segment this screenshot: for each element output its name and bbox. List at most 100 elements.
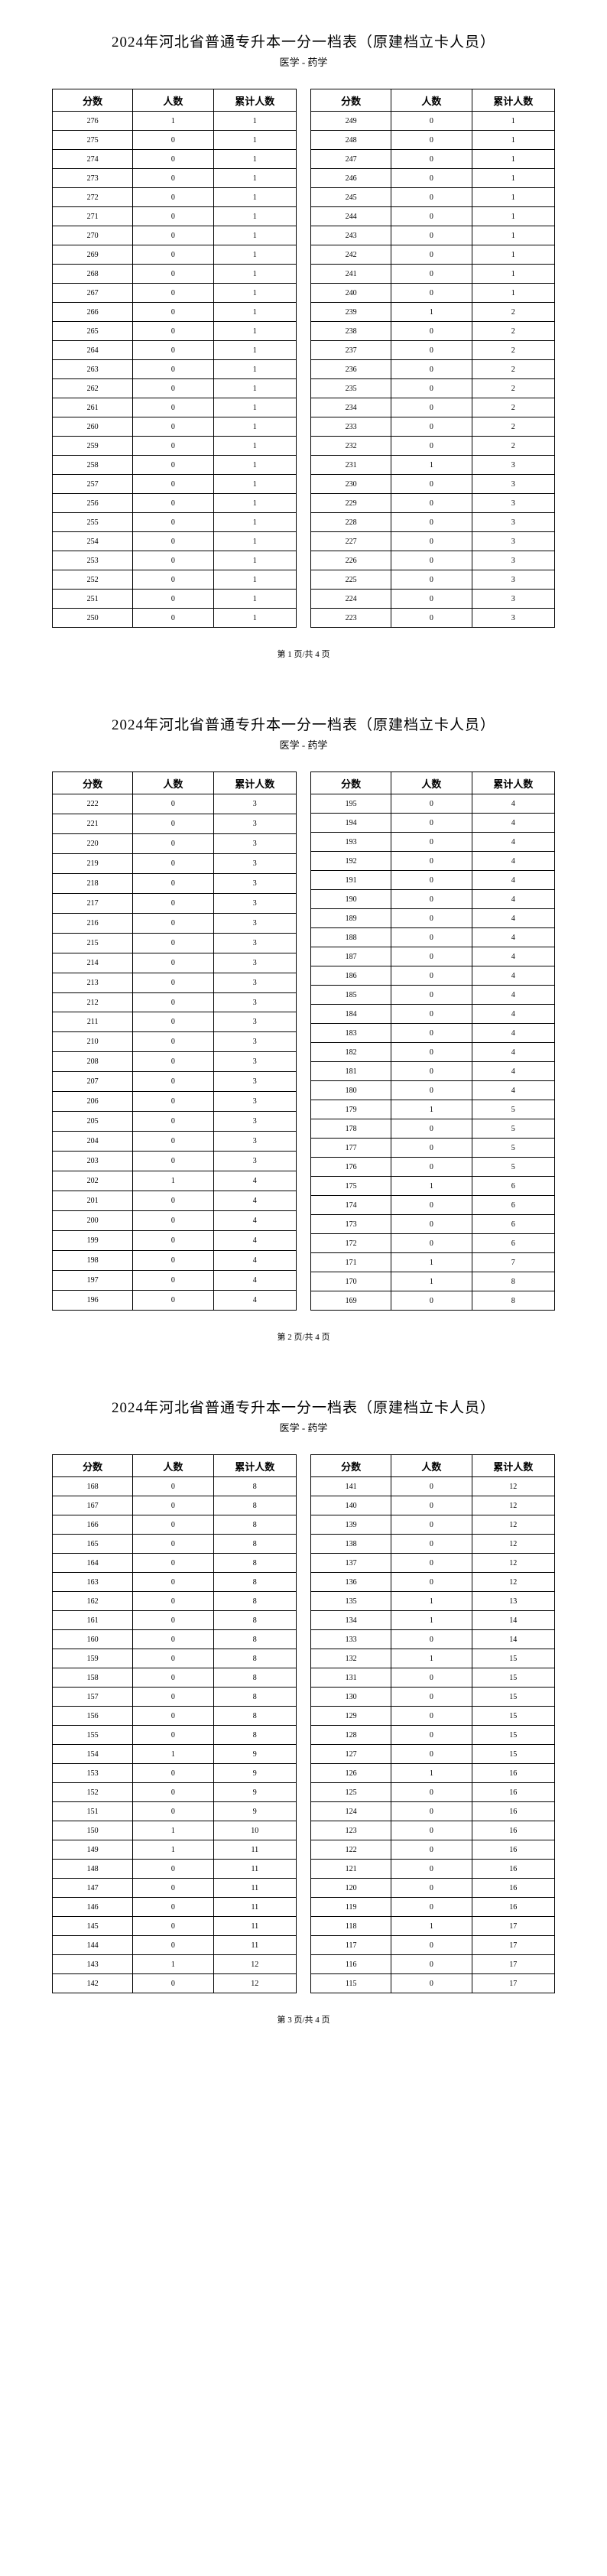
table-cell: 1 [213, 551, 296, 570]
table-cell: 215 [53, 933, 133, 953]
column-header: 累计人数 [472, 772, 554, 794]
table-cell: 166 [53, 1515, 133, 1535]
table-cell: 0 [133, 1668, 213, 1688]
table-cell: 163 [53, 1573, 133, 1592]
table-row: 18204 [311, 1043, 555, 1062]
table-cell: 258 [53, 456, 133, 475]
table-cell: 0 [133, 1012, 213, 1032]
table-cell: 1 [213, 475, 296, 494]
table-cell: 0 [391, 1955, 472, 1974]
table-cell: 185 [311, 986, 391, 1005]
table-cell: 6 [472, 1177, 554, 1196]
table-cell: 1 [133, 1745, 213, 1764]
page: 2024年河北省普通专升本一分一档表（原建档立卡人员）医学 - 药学分数人数累计… [0, 1366, 607, 2048]
table-cell: 1 [391, 303, 472, 322]
table-cell: 141 [311, 1477, 391, 1496]
table-cell: 0 [133, 456, 213, 475]
table-cell: 220 [53, 833, 133, 853]
table-cell: 8 [213, 1592, 296, 1611]
table-cell: 197 [53, 1270, 133, 1290]
column-header: 人数 [391, 1455, 472, 1477]
table-cell: 216 [53, 913, 133, 933]
table-cell: 1 [213, 609, 296, 628]
table-cell: 0 [133, 992, 213, 1012]
table-row: 17406 [311, 1196, 555, 1215]
table-cell: 208 [53, 1052, 133, 1072]
table-cell: 1 [213, 112, 296, 131]
table-row: 145011 [53, 1917, 297, 1936]
table-row: 20803 [53, 1052, 297, 1072]
table-row: 23602 [311, 360, 555, 379]
table-cell: 3 [213, 953, 296, 973]
table-row: 25301 [53, 551, 297, 570]
table-cell: 1 [213, 303, 296, 322]
table-cell: 11 [213, 1917, 296, 1936]
table-cell: 0 [133, 188, 213, 207]
table-cell: 15 [472, 1726, 554, 1745]
table-cell: 115 [311, 1974, 391, 1993]
table-row: 20703 [53, 1072, 297, 1092]
table-cell: 0 [391, 1234, 472, 1253]
table-row: 19904 [53, 1230, 297, 1250]
table-row: 15508 [53, 1726, 297, 1745]
column-header: 累计人数 [472, 89, 554, 112]
table-cell: 243 [311, 226, 391, 245]
table-cell: 3 [472, 494, 554, 513]
table-cell: 231 [311, 456, 391, 475]
table-cell: 1 [213, 265, 296, 284]
table-cell: 0 [133, 973, 213, 992]
table-cell: 11 [213, 1840, 296, 1860]
table-row: 26401 [53, 341, 297, 360]
table-cell: 256 [53, 494, 133, 513]
table-cell: 235 [311, 379, 391, 398]
table-cell: 3 [213, 973, 296, 992]
table-cell: 262 [53, 379, 133, 398]
table-cell: 0 [133, 1573, 213, 1592]
table-cell: 240 [311, 284, 391, 303]
table-row: 127015 [311, 1745, 555, 1764]
table-row: 139012 [311, 1515, 555, 1535]
table-cell: 255 [53, 513, 133, 532]
table-row: 130015 [311, 1688, 555, 1707]
table-row: 18104 [311, 1062, 555, 1081]
column-header: 分数 [53, 89, 133, 112]
table-cell: 0 [391, 909, 472, 928]
table-cell: 157 [53, 1688, 133, 1707]
table-cell: 0 [391, 1515, 472, 1535]
table-row: 123016 [311, 1821, 555, 1840]
table-cell: 1 [213, 398, 296, 417]
page-subtitle: 医学 - 药学 [38, 1420, 569, 1434]
table-cell: 1 [472, 284, 554, 303]
table-cell: 0 [391, 226, 472, 245]
table-cell: 9 [213, 1802, 296, 1821]
table-cell: 0 [391, 1688, 472, 1707]
table-cell: 1 [213, 532, 296, 551]
table-cell: 123 [311, 1821, 391, 1840]
table-cell: 0 [391, 1898, 472, 1917]
table-cell: 5 [472, 1100, 554, 1119]
table-cell: 0 [133, 417, 213, 437]
table-cell: 189 [311, 909, 391, 928]
table-cell: 0 [133, 131, 213, 150]
table-cell: 0 [391, 112, 472, 131]
table-row: 15419 [53, 1745, 297, 1764]
table-cell: 178 [311, 1119, 391, 1139]
table-cell: 0 [133, 513, 213, 532]
table-cell: 3 [213, 873, 296, 893]
table-cell: 4 [213, 1230, 296, 1250]
table-row: 16208 [53, 1592, 297, 1611]
table-cell: 230 [311, 475, 391, 494]
table-cell: 0 [391, 1062, 472, 1081]
table-cell: 0 [391, 833, 472, 852]
table-row: 18604 [311, 966, 555, 986]
table-cell: 124 [311, 1802, 391, 1821]
table-row: 24601 [311, 169, 555, 188]
table-cell: 266 [53, 303, 133, 322]
table-cell: 236 [311, 360, 391, 379]
table-cell: 0 [391, 852, 472, 871]
table-cell: 210 [53, 1032, 133, 1052]
table-cell: 128 [311, 1726, 391, 1745]
table-row: 23702 [311, 341, 555, 360]
table-row: 21903 [53, 853, 297, 873]
table-cell: 245 [311, 188, 391, 207]
